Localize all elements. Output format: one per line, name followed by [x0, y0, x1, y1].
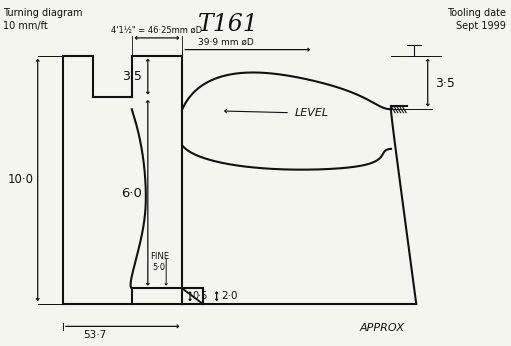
Text: FINE
5·0: FINE 5·0 — [150, 252, 169, 272]
Text: 2·0: 2·0 — [221, 291, 238, 301]
Text: Tooling date
Sept 1999: Tooling date Sept 1999 — [447, 8, 506, 31]
Text: 0·5: 0·5 — [192, 291, 207, 301]
Text: Turning diagram
10 mm/ft: Turning diagram 10 mm/ft — [3, 8, 83, 31]
Text: 10·0: 10·0 — [8, 173, 34, 186]
Text: APPROX: APPROX — [359, 323, 404, 333]
Text: T161: T161 — [198, 13, 259, 36]
Text: 39·9 mm øD: 39·9 mm øD — [198, 38, 254, 47]
Text: 6·0: 6·0 — [122, 187, 143, 200]
Text: 53·7: 53·7 — [84, 330, 107, 340]
Text: 4'1½" = 46·25mm øD: 4'1½" = 46·25mm øD — [111, 26, 202, 35]
Text: LEVEL: LEVEL — [295, 108, 329, 118]
Text: 3·5: 3·5 — [434, 77, 454, 90]
Text: 3·5: 3·5 — [123, 70, 143, 83]
